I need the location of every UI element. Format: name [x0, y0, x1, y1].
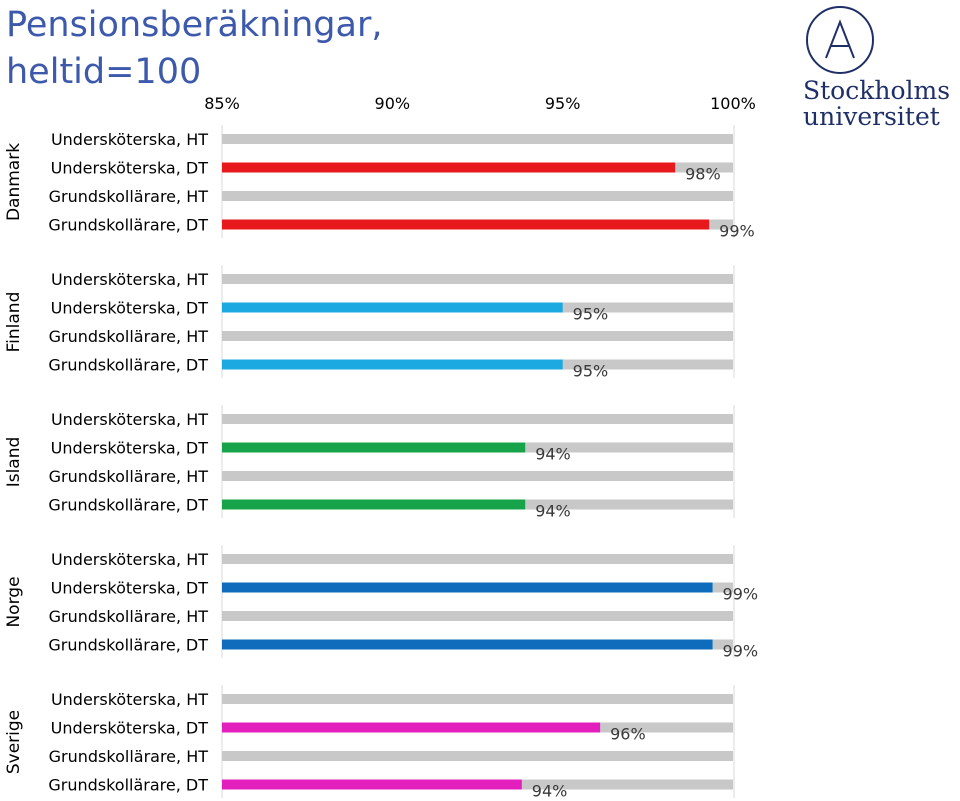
row-label: Grundskollärare, HT	[49, 327, 209, 346]
data-label: 95%	[573, 305, 609, 324]
country-label: Sverige	[4, 710, 24, 774]
page-title: Pensionsberäkningar, heltid=100	[6, 2, 383, 96]
x-tick-label: 85%	[204, 94, 240, 113]
row-label: Grundskollärare, HT	[49, 607, 209, 626]
logo-line-1: Stockholms	[803, 76, 950, 105]
data-label: 95%	[573, 362, 609, 381]
data-label: 96%	[610, 725, 646, 744]
logo-line-2: universitet	[803, 102, 940, 130]
row-label: Grundskollärare, DT	[48, 776, 208, 795]
row-label: Grundskollärare, HT	[49, 747, 209, 766]
background-bar	[222, 611, 733, 621]
country-label: Danmark	[4, 143, 24, 221]
row-label: Grundskollärare, DT	[48, 636, 208, 655]
background-bar	[222, 414, 733, 424]
data-bar	[222, 582, 713, 593]
row-label: Undersköterska, DT	[51, 439, 209, 458]
seal-ring	[806, 6, 874, 74]
x-tick-label: 90%	[375, 94, 411, 113]
data-bar	[222, 302, 563, 313]
background-bar	[222, 191, 733, 201]
row-label: Undersköterska, HT	[51, 410, 208, 429]
data-bar	[222, 639, 713, 650]
country-label: Norge	[4, 576, 24, 627]
data-label: 94%	[532, 782, 568, 801]
row-label: Undersköterska, DT	[51, 159, 209, 178]
row-label: Grundskollärare, HT	[49, 467, 209, 486]
data-bar	[222, 722, 601, 733]
data-bar	[222, 359, 563, 370]
row-label: Grundskollärare, HT	[49, 187, 209, 206]
x-tick-label: 95%	[545, 94, 581, 113]
data-bar	[222, 219, 710, 230]
stockholms-universitet-logo: Stockholms universitet	[803, 6, 950, 130]
data-bar	[222, 162, 676, 173]
data-label: 98%	[685, 165, 721, 184]
data-label: 94%	[535, 502, 571, 521]
background-bar	[222, 554, 733, 564]
data-bar	[222, 499, 526, 510]
row-label: Undersköterska, HT	[51, 550, 208, 569]
row-label: Undersköterska, DT	[51, 579, 209, 598]
data-bar	[222, 779, 522, 790]
row-label: Undersköterska, HT	[51, 690, 208, 709]
row-label: Undersköterska, HT	[51, 130, 208, 149]
title-line-2: heltid=100	[6, 52, 202, 92]
row-label: Grundskollärare, DT	[48, 496, 208, 515]
background-bar	[222, 471, 733, 481]
background-bar	[222, 694, 733, 704]
row-label: Grundskollärare, DT	[48, 356, 208, 375]
country-label: Finland	[4, 292, 24, 353]
background-bar	[222, 134, 733, 144]
row-label: Undersköterska, HT	[51, 270, 208, 289]
background-bar	[222, 331, 733, 341]
background-bar	[222, 751, 733, 761]
x-tick-label: 100%	[710, 94, 756, 113]
background-bar	[222, 274, 733, 284]
row-label: Undersköterska, DT	[51, 299, 209, 318]
seal-emblem	[825, 19, 855, 59]
data-bar	[222, 442, 526, 453]
row-label: Undersköterska, DT	[51, 719, 209, 738]
data-label: 99%	[719, 222, 755, 241]
country-label: Island	[4, 437, 24, 488]
data-label: 94%	[535, 445, 571, 464]
data-label: 99%	[723, 585, 759, 604]
row-label: Grundskollärare, DT	[48, 216, 208, 235]
university-seal-icon	[806, 6, 874, 74]
title-line-1: Pensionsberäkningar,	[6, 5, 383, 45]
data-label: 99%	[723, 642, 759, 661]
